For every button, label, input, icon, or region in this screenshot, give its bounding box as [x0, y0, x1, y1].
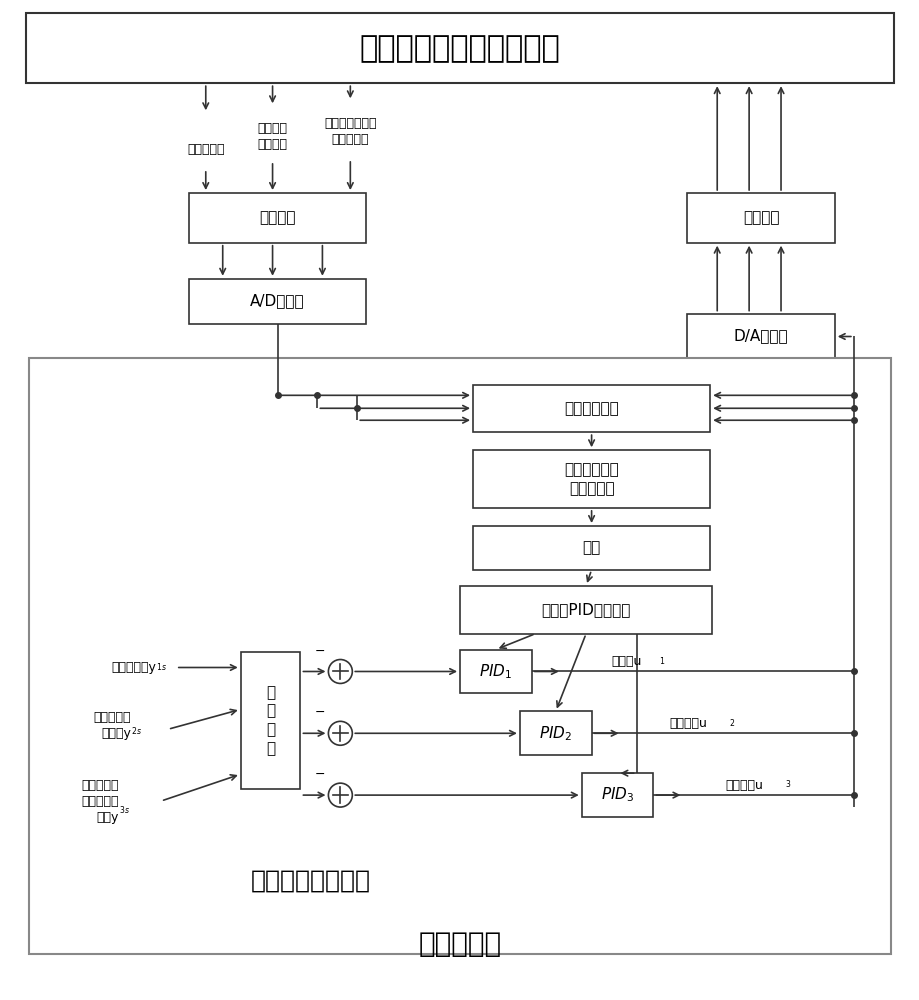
Bar: [687, 314, 834, 358]
Circle shape: [328, 783, 352, 807]
Bar: [188, 279, 367, 324]
Bar: [460, 586, 712, 634]
Text: 模型参数辨识: 模型参数辨识: [564, 401, 619, 416]
Text: 一次风量u: 一次风量u: [669, 717, 708, 730]
Text: −: −: [315, 645, 325, 658]
Bar: [27, 13, 893, 83]
Text: 主蒸汽压力
设定值y: 主蒸汽压力 设定值y: [94, 711, 131, 740]
Text: 二次风量u: 二次风量u: [725, 779, 763, 792]
Circle shape: [328, 721, 352, 745]
Bar: [473, 385, 710, 432]
Text: 执行器组: 执行器组: [743, 210, 779, 225]
Text: $_3$: $_3$: [785, 779, 791, 791]
Text: $_{2s}$: $_{2s}$: [131, 726, 142, 738]
Bar: [687, 193, 834, 243]
Text: 炉膛出口烟
气含氧量设
定值y: 炉膛出口烟 气含氧量设 定值y: [82, 779, 119, 824]
Bar: [460, 650, 532, 693]
Bar: [188, 193, 367, 243]
Bar: [582, 773, 653, 817]
Text: $_1$: $_1$: [660, 655, 665, 668]
Text: 炉膛出口烟气含
氧量实际值: 炉膛出口烟气含 氧量实际值: [324, 117, 377, 146]
Text: A/D转换器: A/D转换器: [250, 294, 305, 309]
Text: 循环流化床锅炉燃烧过程: 循环流化床锅炉燃烧过程: [359, 34, 561, 63]
Text: 给煤量u: 给煤量u: [611, 655, 641, 668]
Bar: [473, 526, 710, 570]
Text: 解耦: 解耦: [583, 540, 601, 555]
Text: 参
考
轨
迹: 参 考 轨 迹: [266, 685, 275, 756]
Bar: [473, 450, 710, 508]
Text: 本发明方法控制器: 本发明方法控制器: [251, 869, 370, 893]
Text: $_{1s}$: $_{1s}$: [156, 661, 167, 674]
Bar: [241, 652, 301, 789]
Text: 多变量广义预
测控制优化: 多变量广义预 测控制优化: [564, 462, 619, 496]
Text: $PID_2$: $PID_2$: [539, 724, 573, 743]
Text: $_2$: $_2$: [729, 717, 735, 730]
Circle shape: [328, 660, 352, 683]
Text: 主蒸汽压
力实际值: 主蒸汽压 力实际值: [257, 122, 288, 151]
Text: 微型计算机: 微型计算机: [418, 930, 502, 958]
Text: −: −: [315, 768, 325, 781]
Text: $PID_3$: $PID_3$: [601, 786, 634, 804]
Text: $_{3s}$: $_{3s}$: [119, 805, 130, 817]
Bar: [520, 711, 592, 755]
Text: 多变量PID参数整定: 多变量PID参数整定: [541, 602, 630, 617]
Text: 传感器组: 传感器组: [259, 210, 296, 225]
Text: 床温实际值: 床温实际值: [187, 143, 224, 156]
Text: 床温设定值y: 床温设定值y: [111, 661, 156, 674]
Bar: [29, 358, 891, 954]
Text: $PID_1$: $PID_1$: [480, 662, 513, 681]
Text: D/A转换器: D/A转换器: [733, 328, 789, 343]
Text: −: −: [315, 706, 325, 719]
